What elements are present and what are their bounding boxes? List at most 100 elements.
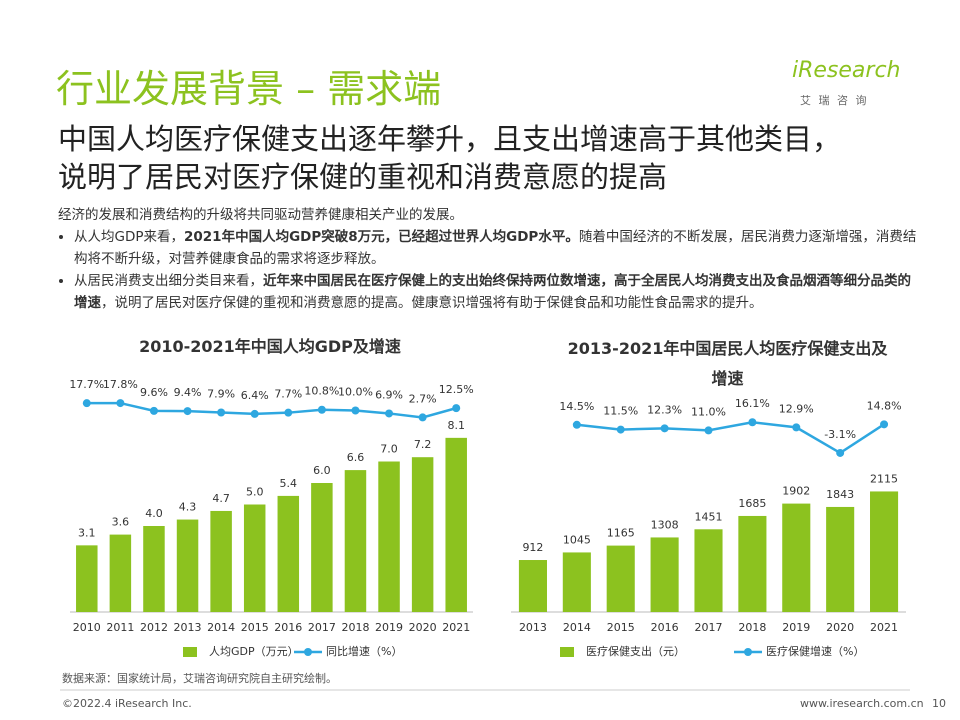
x-tick-label: 2018 — [738, 621, 766, 634]
bar — [445, 437, 467, 612]
bar — [826, 506, 855, 612]
growth-point — [792, 423, 801, 432]
data-label: 3.6 — [112, 516, 130, 529]
x-tick-label: 2020 — [409, 621, 437, 634]
bar — [782, 503, 811, 612]
growth-point — [836, 448, 845, 457]
data-label: 17.7% — [69, 378, 104, 391]
growth-point — [217, 408, 226, 417]
legend-swatch — [560, 647, 574, 657]
data-label: 6.0 — [313, 464, 331, 477]
data-label: 9.6% — [140, 386, 168, 399]
data-label: 7.2 — [414, 438, 432, 451]
legend-swatch — [744, 648, 752, 656]
bar — [143, 526, 165, 612]
bullet-text: 近年来中国居民在医疗保健上的支出始终保持两位数增速，高于全居民人均消费支出及食品… — [74, 273, 911, 311]
x-tick-label: 2011 — [106, 621, 134, 634]
x-tick-label: 2016 — [274, 621, 302, 634]
source: 数据来源：国家统计局，艾瑞咨询研究院自主研究绘制。 — [62, 672, 337, 685]
body: 经济的发展和消费结构的升级将共同驱动营养健康相关产业的发展。 从人均GDP来看，… — [58, 204, 918, 314]
x-tick-label: 2017 — [308, 621, 336, 634]
growth-point — [616, 425, 625, 434]
data-label: 6.6 — [347, 451, 365, 464]
growth-point — [572, 420, 581, 429]
x-tick-label: 2014 — [563, 621, 591, 634]
x-tick-label: 2012 — [140, 621, 168, 634]
data-label: 2115 — [870, 472, 898, 485]
bullet-text: 随着中国经济的不断发展，居民消费力逐渐增强，消费结构将不断升级，对营养健康食品的… — [74, 229, 917, 267]
growth-point — [418, 413, 427, 422]
data-label: 17.8% — [103, 378, 138, 391]
bar — [176, 519, 199, 612]
x-tick-label: 2014 — [207, 621, 235, 634]
x-tick-label: 2018 — [341, 621, 369, 634]
page-number: 10 — [932, 697, 946, 710]
data-label: 7.9% — [207, 387, 235, 400]
data-label: 1308 — [651, 518, 679, 531]
legend-swatch — [183, 647, 197, 657]
data-label: 10.0% — [338, 386, 373, 399]
bullet: 从人均GDP来看，2021年中国人均GDP突破8万元，已经超过世界人均GDP水平… — [74, 226, 918, 270]
data-label: 14.5% — [559, 400, 594, 413]
growth-line — [86, 401, 457, 419]
x-tick-label: 2015 — [607, 621, 635, 634]
x-tick-label: 2010 — [73, 621, 101, 634]
bar — [562, 552, 591, 612]
data-label: 4.7 — [212, 492, 230, 505]
growth-point — [116, 399, 125, 408]
legend-swatch — [304, 648, 312, 656]
data-label: 11.0% — [691, 405, 726, 418]
subtitle: 说明了居民对医疗保健的重视和消费意愿的提高 — [58, 160, 668, 194]
bar — [606, 545, 635, 612]
bar — [344, 470, 367, 612]
growth-point — [284, 408, 293, 417]
data-label: 912 — [522, 541, 543, 554]
x-tick-label: 2013 — [519, 621, 547, 634]
bar — [243, 504, 266, 612]
copyright: ©2022.4 iResearch Inc. — [62, 697, 192, 710]
data-label: 9.4% — [174, 386, 202, 399]
data-label: 12.5% — [439, 383, 474, 396]
growth-point — [183, 407, 192, 416]
legend-label: 医疗保健增速（%） — [766, 644, 864, 658]
data-label: 1165 — [607, 527, 635, 540]
bar — [76, 545, 98, 612]
data-label: 10.8% — [304, 385, 339, 398]
bar — [694, 529, 723, 612]
bullet: 从居民消费支出细分类目来看，近年来中国居民在医疗保健上的支出始终保持两位数增速，… — [74, 270, 918, 314]
bar — [210, 510, 232, 612]
growth-point — [880, 420, 889, 429]
data-label: 14.8% — [867, 399, 902, 412]
growth-point — [149, 406, 158, 415]
data-label: 6.9% — [375, 388, 403, 401]
chart-title: 2010-2021年中国人均GDP及增速 — [139, 337, 401, 356]
data-label: 8.1 — [447, 419, 465, 432]
logo-sub: 艾 瑞 咨 询 — [800, 94, 869, 107]
bar — [650, 537, 679, 612]
legend-label: 同比增速（%） — [326, 644, 402, 658]
data-label: 4.3 — [179, 501, 197, 514]
data-label: 12.9% — [779, 402, 814, 415]
growth-point — [385, 409, 394, 418]
data-label: 2.7% — [409, 392, 437, 405]
data-label: 7.0 — [380, 443, 398, 456]
data-label: 1685 — [738, 497, 766, 510]
data-label: 5.0 — [246, 486, 264, 499]
data-label: 16.1% — [735, 397, 770, 410]
growth-point — [82, 399, 91, 408]
data-label: 5.4 — [280, 477, 298, 490]
data-label: 1902 — [782, 485, 810, 498]
data-label: 4.0 — [145, 507, 163, 520]
data-label: -3.1% — [824, 428, 856, 441]
x-tick-label: 2021 — [870, 621, 898, 634]
growth-point — [660, 424, 669, 433]
bar — [518, 560, 547, 612]
bar — [311, 483, 333, 612]
logo: iResearch — [792, 58, 901, 83]
data-label: 3.1 — [78, 526, 96, 539]
bar — [738, 515, 767, 612]
x-tick-label: 2021 — [442, 621, 470, 634]
data-label: 6.4% — [241, 389, 269, 402]
